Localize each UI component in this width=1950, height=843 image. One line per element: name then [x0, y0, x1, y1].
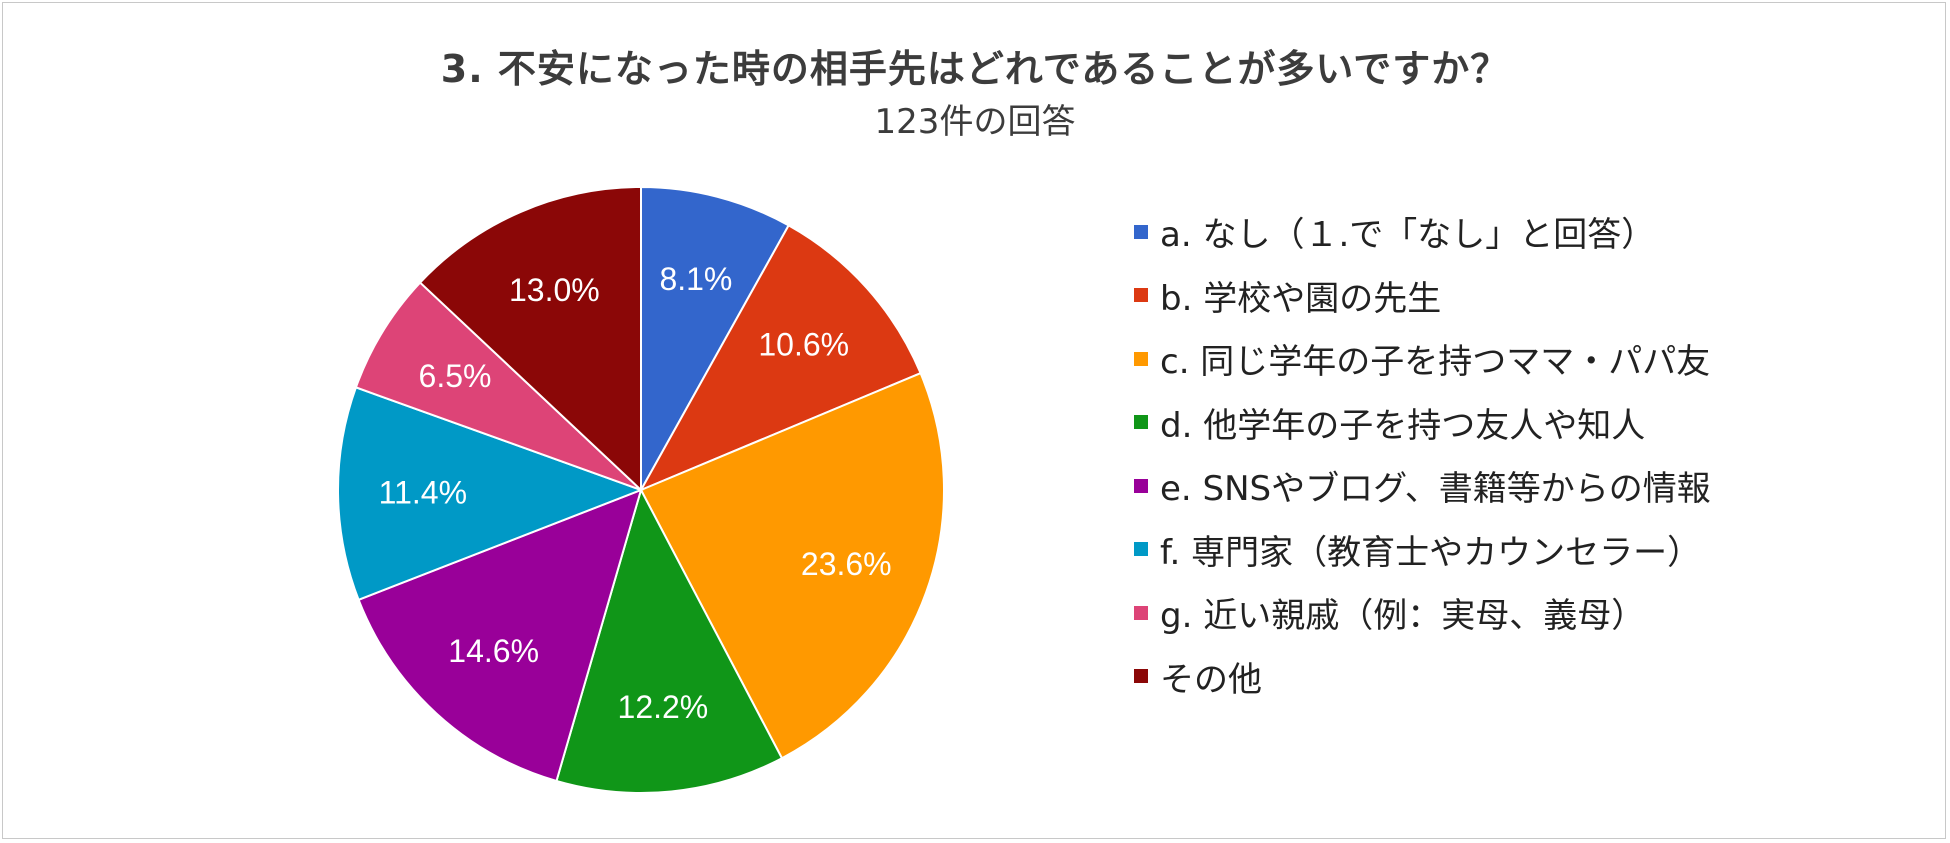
legend-item-b: b. 学校や園の先生 — [1134, 264, 1934, 328]
legend-label: e. SNSやブログ、書籍等からの情報 — [1160, 469, 1711, 510]
legend-label: a. なし（１.で「なし」と回答） — [1160, 215, 1656, 256]
chart-subtitle: 123件の回答 — [874, 102, 1076, 142]
slice-label-d: 12.2% — [618, 689, 709, 725]
legend-item-g: g. 近い親戚（例：実母、義母） — [1134, 581, 1934, 645]
legend-item-f: f. 専門家（教育士やカウンセラー） — [1134, 518, 1934, 582]
slice-label-f: 11.4% — [379, 475, 467, 511]
chart-title: 3. 不安になった時の相手先はどれであることが多いですか？ — [440, 47, 1510, 91]
pie-slice-f — [337, 386, 644, 602]
pie-slice-c — [639, 371, 945, 760]
slice-label-c: 23.6% — [801, 546, 892, 582]
legend-swatch — [1134, 478, 1148, 493]
pie-slice-g — [354, 281, 642, 491]
slice-label-b: 10.6% — [758, 327, 849, 363]
legend-item-e: e. SNSやブログ、書籍等からの情報 — [1134, 454, 1934, 518]
legend-label: g. 近い親戚（例：実母、義母） — [1160, 596, 1646, 637]
legend-swatch — [1134, 542, 1148, 557]
legend-label: f. 専門家（教育士やカウンセラー） — [1160, 532, 1702, 573]
pie-slice-a — [640, 185, 790, 494]
legend-swatch — [1134, 669, 1148, 684]
legend-item-d: d. 他学年の子を持つ友人や知人 — [1134, 391, 1934, 455]
legend-label: c. 同じ学年の子を持つママ・パパ友 — [1160, 342, 1711, 383]
chart-legend: a. なし（１.で「なし」と回答） b. 学校や園の先生 c. 同じ学年の子を持つマ… — [1134, 200, 1934, 708]
legend-label: d. 他学年の子を持つ友人や知人 — [1160, 405, 1646, 446]
legend-swatch — [1134, 351, 1148, 366]
slice-label-g: 6.5% — [419, 358, 492, 394]
legend-label: その他 — [1160, 659, 1262, 700]
legend-label: b. 学校や園の先生 — [1160, 278, 1442, 319]
slice-label-e: 14.6% — [448, 633, 539, 669]
legend-item-h: その他 — [1134, 645, 1934, 709]
legend-item-c: c. 同じ学年の子を持つママ・パパ友 — [1134, 327, 1934, 391]
pie-slice-d — [555, 487, 784, 794]
pie-slice-b — [638, 224, 922, 493]
legend-swatch — [1134, 288, 1148, 303]
pie-slice-h — [418, 185, 642, 493]
slice-label-a: 8.1% — [659, 261, 732, 297]
legend-swatch — [1134, 415, 1148, 430]
legend-swatch — [1134, 224, 1148, 239]
legend-item-a: a. なし（１.で「なし」と回答） — [1134, 200, 1934, 264]
legend-swatch — [1134, 605, 1148, 620]
slice-label-h: 13.0% — [509, 272, 600, 308]
pie-slice-e — [357, 488, 643, 783]
